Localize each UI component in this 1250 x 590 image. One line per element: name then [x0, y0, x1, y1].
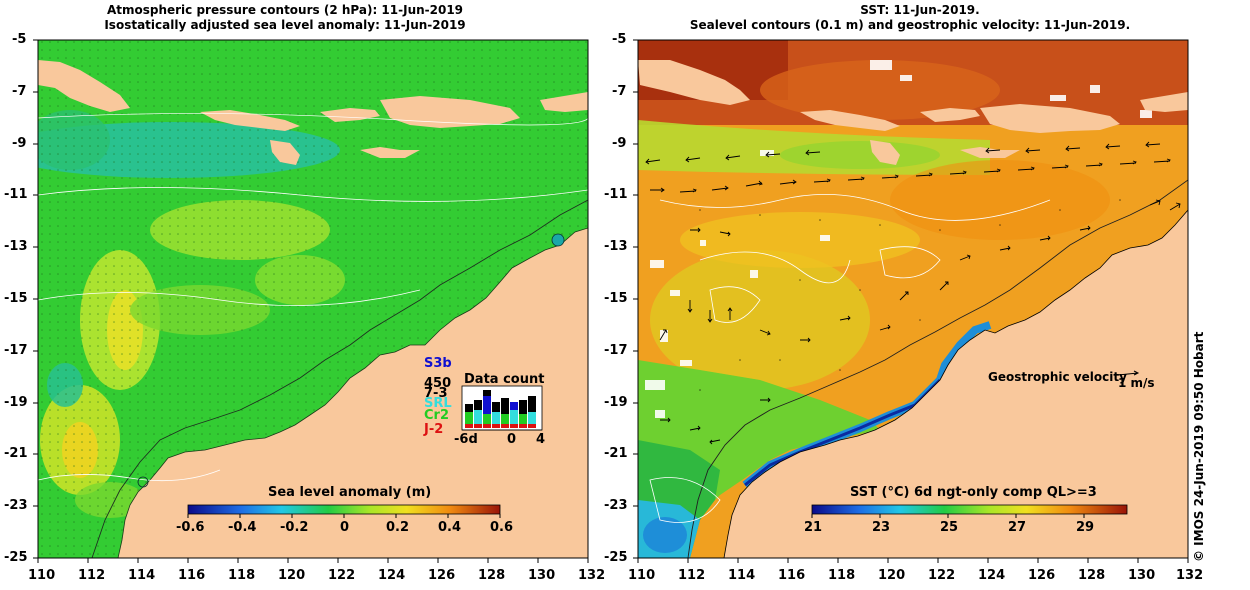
left-y-tick: -7: [12, 84, 27, 99]
right-x-tick: 122: [928, 568, 956, 583]
data-count-axis-tick: -6d: [454, 432, 478, 447]
mission-label-7-3: 7-3: [424, 386, 448, 401]
sla-colorbar-tick: -0.2: [280, 520, 309, 535]
data-count-axis-tick: 4: [536, 432, 546, 447]
right-x-tick: 110: [628, 568, 656, 583]
left-y-tick: -11: [4, 187, 28, 202]
sla-map: [38, 40, 588, 558]
right-y-tick: -15: [604, 291, 628, 306]
mission-label-450: 450: [424, 376, 452, 391]
right-x-tick: 124: [978, 568, 1006, 583]
right-y-tick: -17: [604, 343, 628, 358]
right-y-tick: -23: [604, 498, 628, 513]
left-y-tick: -25: [4, 550, 28, 565]
right-title-line1: SST: 11-Jun-2019.: [860, 3, 980, 17]
right-x-tick: 112: [678, 568, 706, 583]
right-y-tick: -19: [604, 395, 628, 410]
left-x-tick: 124: [378, 568, 406, 583]
sla-colorbar-tick: 0.4: [438, 520, 462, 535]
left-x-tick: 116: [178, 568, 206, 583]
data-count-axis-tick: 0: [507, 432, 517, 447]
left-x-tick: 112: [78, 568, 106, 583]
right-title-line2: Sealevel contours (0.1 m) and geostrophi…: [689, 18, 1131, 32]
sst-colorbar-tick: 23: [872, 520, 891, 535]
left-y-tick: -21: [4, 446, 28, 461]
right-axis-ticks: [633, 39, 1189, 563]
data-count-inset: [461, 385, 543, 431]
right-x-tick: 118: [828, 568, 856, 583]
left-x-tick: 120: [278, 568, 306, 583]
left-x-tick: 114: [128, 568, 156, 583]
left-x-tick: 126: [428, 568, 456, 583]
right-y-tick: -21: [604, 446, 628, 461]
velocity-key-arrow: [1117, 370, 1140, 376]
right-x-tick: 128: [1078, 568, 1106, 583]
velocity-key-unit: 1 m/s: [1118, 376, 1155, 390]
right-x-tick: 132: [1176, 568, 1204, 583]
right-x-tick: 120: [878, 568, 906, 583]
left-y-tick: -13: [4, 239, 28, 254]
left-y-tick: -9: [12, 136, 27, 151]
left-title-line1: Atmospheric pressure contours (2 hPa): 1…: [106, 3, 464, 17]
imos-credit: © IMOS 24-Jun-2019 09:50 Hobart: [1192, 331, 1206, 562]
sla-colorbar-tick: -0.6: [176, 520, 205, 535]
sla-colorbar-label: Sea level anomaly (m): [268, 485, 432, 500]
right-y-tick: -13: [604, 239, 628, 254]
sla-colorbar-ticks: [187, 514, 501, 518]
left-x-tick: 132: [578, 568, 606, 583]
sst-colorbar-tick: 29: [1076, 520, 1095, 535]
velocity-key-label: Geostrophic velocity: [988, 370, 1127, 384]
left-title-line2: Isostatically adjusted sea level anomaly…: [104, 18, 466, 32]
left-x-tick: 118: [228, 568, 256, 583]
left-y-tick: -23: [4, 498, 28, 513]
sst-colorbar-tick: 21: [804, 520, 823, 535]
left-y-tick: -17: [4, 343, 28, 358]
right-x-tick: 130: [1128, 568, 1156, 583]
right-y-tick: -11: [604, 187, 628, 202]
sla-colorbar-tick: 0.6: [490, 520, 514, 535]
sst-colorbar: [811, 504, 1128, 515]
mission-label-s3b: S3b: [424, 356, 452, 371]
left-y-tick: -19: [4, 395, 28, 410]
left-y-tick: -15: [4, 291, 28, 306]
sst-colorbar-ticks: [811, 514, 1085, 518]
right-x-tick: 114: [728, 568, 756, 583]
left-y-tick: -5: [12, 32, 27, 47]
left-x-tick: 122: [328, 568, 356, 583]
sla-colorbar-tick: 0: [340, 520, 350, 535]
right-x-tick: 126: [1028, 568, 1056, 583]
sst-colorbar-label: SST (°C) 6d ngt-only comp QL>=3: [850, 485, 1097, 500]
right-y-tick: -5: [612, 32, 627, 47]
sla-colorbar-tick: -0.4: [228, 520, 257, 535]
sla-colorbar: [187, 504, 501, 515]
right-y-tick: -7: [612, 84, 627, 99]
sst-colorbar-tick: 27: [1008, 520, 1027, 535]
mission-label-j2: J-2: [424, 422, 444, 437]
mission-label-cr2: Cr2: [424, 408, 449, 423]
mission-label-srl: SRL: [424, 396, 452, 411]
left-axis-ticks: [33, 39, 589, 563]
sla-colorbar-tick: 0.2: [386, 520, 410, 535]
right-x-tick: 116: [778, 568, 806, 583]
data-count-title: Data count: [464, 372, 545, 387]
sst-map: [638, 40, 1188, 558]
right-y-tick: -9: [612, 136, 627, 151]
left-x-tick: 130: [528, 568, 556, 583]
sst-colorbar-tick: 25: [940, 520, 959, 535]
left-x-tick: 110: [28, 568, 56, 583]
right-y-tick: -25: [604, 550, 628, 565]
left-x-tick: 128: [478, 568, 506, 583]
